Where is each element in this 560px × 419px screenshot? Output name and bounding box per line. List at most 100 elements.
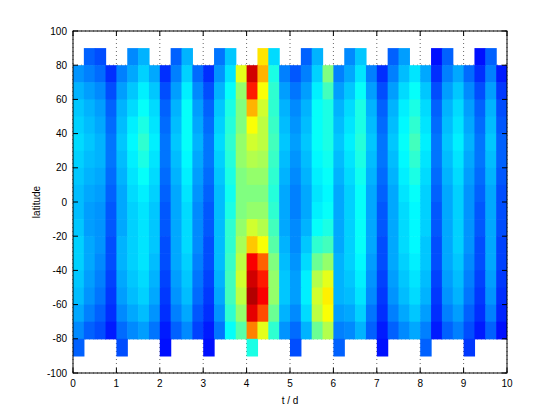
heat-cell bbox=[236, 99, 247, 117]
heat-cell bbox=[420, 270, 431, 288]
heat-cell bbox=[453, 65, 464, 83]
x-tick bbox=[507, 368, 508, 373]
heat-cell bbox=[290, 185, 301, 203]
heat-cell bbox=[464, 151, 475, 169]
heat-cell bbox=[203, 202, 214, 220]
heat-cell bbox=[182, 202, 193, 220]
heat-cell bbox=[344, 253, 355, 271]
heat-cell bbox=[355, 168, 366, 186]
heat-cell bbox=[192, 151, 203, 169]
heat-cell bbox=[290, 270, 301, 288]
heat-cell bbox=[84, 305, 95, 323]
heat-cell bbox=[279, 65, 290, 83]
heat-cell bbox=[84, 270, 95, 288]
heat-cell bbox=[496, 305, 507, 323]
x-tick-label: 2 bbox=[157, 378, 163, 389]
heat-cell bbox=[301, 305, 312, 323]
heat-cell bbox=[247, 270, 258, 288]
heat-cell bbox=[279, 99, 290, 117]
heat-cell bbox=[388, 253, 399, 271]
heat-cell bbox=[312, 202, 323, 220]
y-tick-label: 0 bbox=[61, 197, 67, 208]
heat-cell bbox=[420, 202, 431, 220]
heat-cell bbox=[355, 236, 366, 254]
heat-cell bbox=[323, 117, 334, 135]
heat-cell bbox=[301, 185, 312, 203]
heat-cell bbox=[442, 134, 453, 152]
heat-cell bbox=[84, 117, 95, 135]
heat-cell bbox=[474, 288, 485, 306]
heat-cell bbox=[116, 185, 127, 203]
heat-cell bbox=[464, 65, 475, 83]
y-tick-label: -100 bbox=[47, 368, 67, 379]
heat-cell bbox=[323, 322, 334, 340]
heat-cell bbox=[95, 236, 106, 254]
heat-cell bbox=[333, 202, 344, 220]
heat-cell bbox=[95, 151, 106, 169]
x-tick-label: 6 bbox=[331, 378, 337, 389]
heat-cell bbox=[138, 151, 149, 169]
heat-cell bbox=[420, 117, 431, 135]
heat-cell bbox=[214, 305, 225, 323]
heat-cell bbox=[388, 270, 399, 288]
heat-cell bbox=[333, 219, 344, 237]
heat-cell bbox=[420, 305, 431, 323]
heat-cell bbox=[420, 185, 431, 203]
heat-cell bbox=[160, 236, 171, 254]
x-tick bbox=[290, 368, 291, 373]
heat-cell bbox=[301, 99, 312, 117]
heat-cell bbox=[138, 236, 149, 254]
heat-cell bbox=[171, 82, 182, 100]
heat-cell bbox=[84, 322, 95, 340]
heat-cell bbox=[171, 236, 182, 254]
heat-cell bbox=[214, 253, 225, 271]
heat-cell bbox=[214, 322, 225, 340]
y-tick bbox=[502, 99, 507, 100]
y-tick bbox=[73, 133, 78, 134]
heat-cell bbox=[409, 322, 420, 340]
heat-cell bbox=[409, 82, 420, 100]
heat-cell bbox=[366, 82, 377, 100]
heat-cell bbox=[344, 151, 355, 169]
chart: 012345678910-100-80-60-40-20020406080100… bbox=[0, 0, 560, 419]
heat-cell bbox=[464, 168, 475, 186]
heat-cell bbox=[192, 82, 203, 100]
heat-cell bbox=[268, 168, 279, 186]
heat-cell bbox=[225, 134, 236, 152]
heat-cell bbox=[149, 99, 160, 117]
heat-cell bbox=[84, 253, 95, 271]
heat-cell bbox=[149, 305, 160, 323]
y-tick bbox=[502, 65, 507, 66]
y-tick bbox=[73, 202, 78, 203]
heat-cell bbox=[182, 219, 193, 237]
heat-cell bbox=[496, 168, 507, 186]
heat-cell bbox=[116, 339, 127, 357]
heat-cell bbox=[420, 82, 431, 100]
heat-cell bbox=[496, 82, 507, 100]
y-tick-label: -40 bbox=[53, 265, 68, 276]
heat-cell bbox=[366, 151, 377, 169]
y-tick bbox=[73, 31, 78, 32]
heat-cell bbox=[236, 134, 247, 152]
heat-cell bbox=[171, 65, 182, 83]
heat-cell bbox=[377, 253, 388, 271]
heat-cell bbox=[442, 168, 453, 186]
heat-cell bbox=[73, 339, 84, 357]
heat-cell bbox=[268, 288, 279, 306]
x-tick bbox=[420, 31, 421, 36]
heat-cell bbox=[409, 253, 420, 271]
heat-cell bbox=[257, 219, 268, 237]
heat-cell bbox=[323, 185, 334, 203]
heat-cell bbox=[290, 117, 301, 135]
heat-cell bbox=[290, 339, 301, 357]
heat-cell bbox=[453, 305, 464, 323]
heat-cell bbox=[453, 253, 464, 271]
heat-cell bbox=[160, 168, 171, 186]
heat-cell bbox=[257, 236, 268, 254]
heat-cell bbox=[127, 322, 138, 340]
heat-cell bbox=[95, 202, 106, 220]
heat-cell bbox=[485, 253, 496, 271]
heat-cell bbox=[377, 288, 388, 306]
heat-cell bbox=[73, 270, 84, 288]
heat-cell bbox=[149, 219, 160, 237]
